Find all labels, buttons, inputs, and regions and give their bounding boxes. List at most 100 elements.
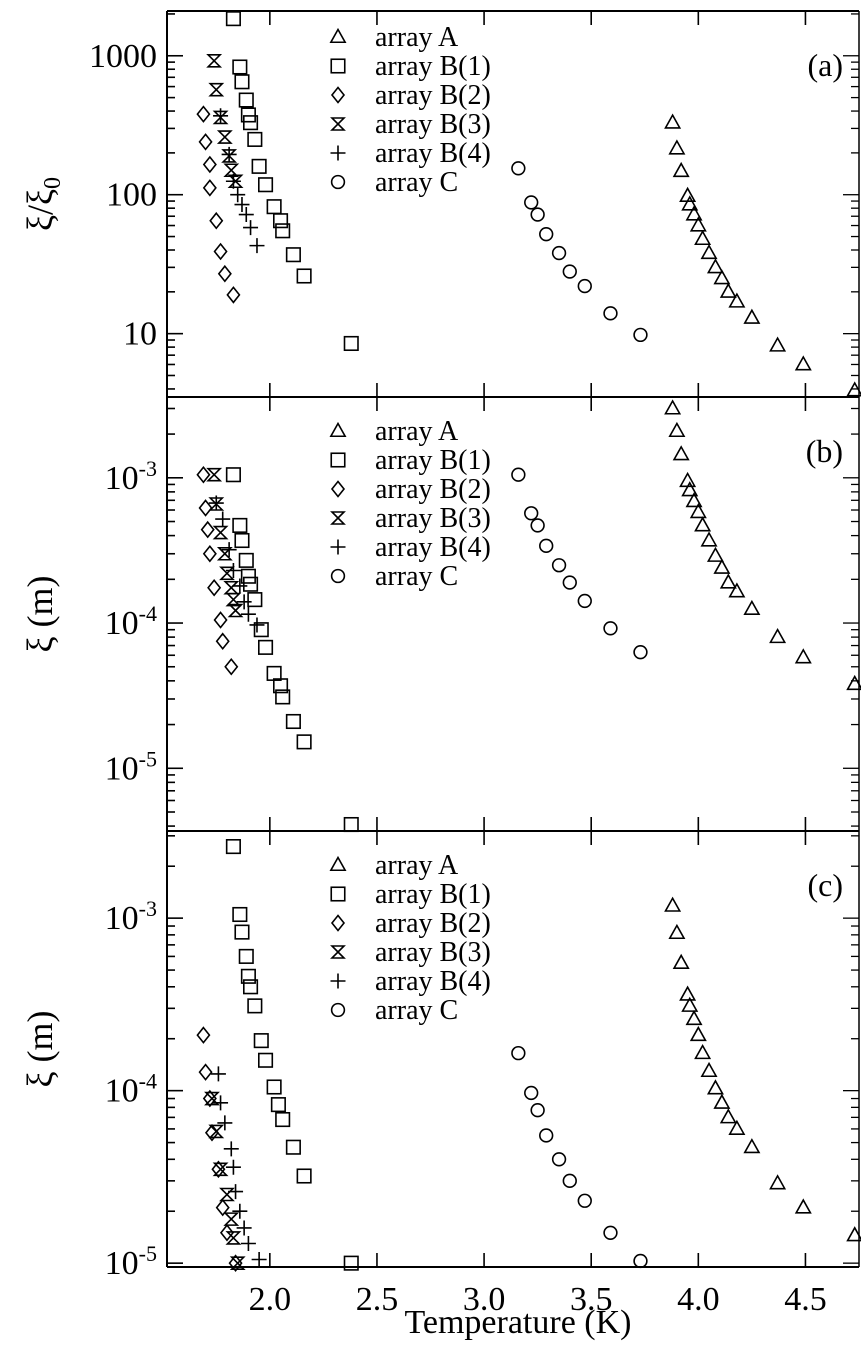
data-point [240,568,256,584]
data-point [247,998,263,1014]
data-point [562,575,577,590]
data-point [524,1085,539,1101]
data-point [685,492,703,508]
legend-label: array B(1) [375,879,491,910]
data-point [213,1095,229,1111]
data-point [249,617,265,633]
legend-label: array A [375,22,459,53]
data-point [238,92,254,108]
data-point [633,645,648,660]
data-point [232,59,248,75]
data-point [202,155,217,174]
data-point [227,603,244,618]
data-point [743,308,761,324]
legend-item: array A [329,416,459,447]
legend-item: array B(2) [330,908,491,939]
data-point [202,179,217,197]
data-point [225,839,241,855]
data-point [728,1119,746,1135]
data-point [603,621,618,636]
legend-item: array B(3) [330,503,491,534]
data-point [229,1256,246,1270]
data-point [719,282,737,298]
data-point [706,1079,724,1095]
data-point [700,243,718,260]
legend-label: array B(4) [375,532,491,563]
legend-item: array B(1) [330,51,491,82]
data-point [206,467,223,482]
data-point [238,552,254,568]
series [664,896,861,1242]
legend-marker [330,58,346,74]
data-point [679,471,697,488]
data-point [270,1097,286,1113]
data-point [530,207,545,222]
y-tick-label: 10-3 [105,456,157,497]
y-tick-label: 10-5 [105,746,157,787]
data-point [713,558,731,574]
legend-marker [330,568,346,584]
data-point [227,174,244,189]
series [213,108,265,254]
data-point [217,1115,233,1131]
data-point [266,199,282,215]
y-tick-label: 10-4 [105,1069,157,1110]
legend-marker [330,452,346,468]
y-tick-label: 10-4 [105,601,157,642]
legend-marker [330,945,346,959]
y-tick-label: 100 [106,177,157,214]
series [664,113,861,397]
data-point [551,558,567,573]
data-point [511,467,526,482]
data-point [794,648,812,664]
data-point [689,1025,707,1042]
data-point [206,54,223,68]
data-point [672,445,690,461]
data-point [794,355,812,371]
series [225,467,359,833]
legend-marker [330,174,346,190]
legend-marker [329,27,347,44]
legend-marker [330,1002,346,1018]
legend-item: array B(3) [330,937,491,968]
data-point [713,269,731,285]
series [204,1091,246,1270]
data-point [243,115,259,131]
legend-item: array B(4) [330,966,491,997]
data-point [198,499,213,517]
data-point [221,542,237,558]
legend-marker [330,86,346,104]
data-point [204,1091,220,1106]
series [511,1045,648,1269]
data-point [216,130,233,144]
y-tick-label: 1000 [89,38,157,75]
data-point [524,506,539,521]
data-point [213,242,228,261]
data-point [217,264,232,283]
legend-marker [330,480,346,498]
data-point [225,173,241,189]
data-point [551,245,567,261]
legend-label: array A [375,850,459,881]
data-point [700,531,718,547]
data-point [285,713,301,730]
data-point [221,149,238,163]
data-point [232,906,248,923]
legend-label: array C [375,167,458,198]
data-point [212,1162,229,1177]
legend-label: array B(4) [375,966,491,997]
data-point [343,335,359,352]
data-point [207,578,222,597]
data-point [275,1111,291,1128]
data-point [209,211,224,230]
legend-item: array A [329,850,459,881]
data-point [251,1252,267,1267]
data-point [198,1063,213,1081]
data-point [743,599,761,616]
panel-label: (c) [807,867,843,903]
data-point [689,216,707,232]
x-tick-label: 4.0 [677,1281,720,1318]
data-point [232,1203,248,1219]
data-point [258,177,274,193]
